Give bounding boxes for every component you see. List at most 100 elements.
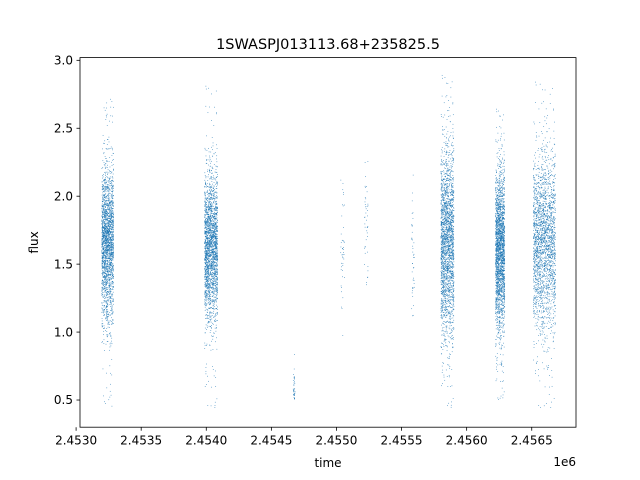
data-point <box>215 217 216 219</box>
data-point <box>111 188 113 189</box>
data-point <box>112 219 114 220</box>
data-point <box>103 284 105 285</box>
data-point <box>206 280 208 281</box>
data-point <box>107 265 108 267</box>
data-point <box>107 194 109 196</box>
data-point <box>341 287 342 288</box>
data-point <box>109 264 111 265</box>
data-point <box>204 259 206 261</box>
data-point <box>341 266 342 268</box>
data-point <box>206 258 207 259</box>
data-point <box>206 293 208 294</box>
data-point <box>105 268 107 270</box>
data-point <box>106 233 108 234</box>
data-point <box>103 339 105 341</box>
data-point <box>205 249 206 251</box>
data-point <box>111 204 113 205</box>
data-point <box>205 182 206 184</box>
data-point <box>205 286 206 287</box>
data-point <box>107 206 108 208</box>
data-point <box>111 190 113 192</box>
data-point <box>208 199 210 200</box>
data-point <box>102 280 103 281</box>
data-point <box>207 226 209 227</box>
data-point <box>210 229 211 231</box>
data-point <box>107 312 109 314</box>
data-point <box>110 290 111 292</box>
data-point <box>367 270 369 272</box>
data-point <box>104 183 106 185</box>
data-point <box>106 252 108 254</box>
data-point <box>214 193 215 195</box>
data-point <box>105 238 107 240</box>
data-point <box>208 87 210 89</box>
data-point <box>205 277 207 278</box>
data-point <box>103 271 105 273</box>
data-point <box>449 306 451 307</box>
data-point <box>215 192 216 193</box>
data-point <box>113 180 114 182</box>
data-point <box>104 210 106 211</box>
data-point <box>106 254 108 255</box>
data-point <box>294 391 296 393</box>
data-point <box>108 253 110 254</box>
data-point <box>441 206 443 208</box>
data-point <box>210 268 212 269</box>
data-point <box>106 239 108 241</box>
data-point <box>108 266 110 268</box>
data-point <box>212 336 213 337</box>
data-point <box>109 267 111 269</box>
data-point <box>109 214 110 216</box>
data-point <box>107 304 109 306</box>
data-point <box>107 233 109 235</box>
data-point <box>108 209 109 210</box>
data-point <box>204 386 206 387</box>
data-point <box>211 275 213 277</box>
data-point <box>101 207 103 209</box>
data-point <box>102 213 104 215</box>
data-point <box>111 165 113 166</box>
data-point <box>207 169 209 171</box>
data-point <box>213 288 215 290</box>
data-point <box>209 170 211 172</box>
data-point <box>207 315 208 316</box>
data-point <box>105 270 106 272</box>
data-point <box>101 258 103 259</box>
data-point <box>108 399 110 401</box>
data-point <box>215 324 217 326</box>
data-point <box>212 220 214 221</box>
data-point <box>103 314 104 316</box>
data-point <box>206 233 207 234</box>
data-point <box>107 234 108 236</box>
data-point <box>366 230 368 232</box>
data-point <box>445 330 447 332</box>
data-point <box>107 297 108 299</box>
data-point <box>205 219 206 220</box>
data-point <box>443 187 445 189</box>
data-point <box>213 273 214 275</box>
data-point <box>214 302 216 303</box>
data-point <box>216 182 218 184</box>
data-point <box>450 132 452 133</box>
data-point <box>446 206 448 208</box>
data-point <box>104 267 106 269</box>
data-point <box>101 246 103 248</box>
data-point <box>213 303 215 305</box>
data-point <box>206 262 208 263</box>
data-point <box>447 110 448 112</box>
data-point <box>106 209 107 210</box>
data-point <box>205 265 207 267</box>
data-point <box>211 246 213 247</box>
data-point <box>210 263 211 265</box>
data-point <box>205 296 206 297</box>
data-point <box>211 253 213 254</box>
data-point <box>213 237 215 238</box>
data-point <box>211 327 212 329</box>
data-point <box>214 106 215 108</box>
data-point <box>214 230 216 232</box>
data-point <box>102 196 104 198</box>
data-point <box>446 246 448 248</box>
data-point <box>109 229 111 231</box>
data-point <box>452 159 453 161</box>
data-point <box>205 105 207 107</box>
